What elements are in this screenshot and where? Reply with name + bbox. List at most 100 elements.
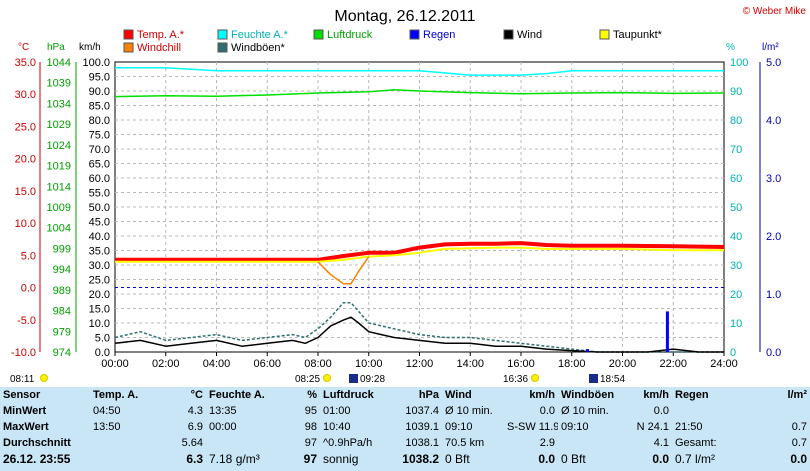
hpa-tick-label: 1009 — [47, 202, 71, 214]
stats-header: km/h — [643, 389, 669, 401]
hpa-tick-label: 974 — [53, 347, 71, 359]
sunset-icon — [531, 374, 539, 382]
kmh-tick-label: 25.0 — [89, 275, 110, 287]
celsius-tick-label: 20.0 — [15, 154, 36, 166]
sun-visible-icon — [323, 374, 331, 382]
percent-tick-label: 90 — [730, 86, 742, 98]
temp-value: 5.64 — [181, 437, 203, 449]
pressure-time: 01:00 — [323, 405, 351, 417]
temp-value: 6.3 — [186, 452, 203, 466]
stats-header: Sensor — [3, 389, 41, 401]
hpa-tick-label: 1024 — [47, 140, 71, 152]
wind-time: 09:10 — [445, 421, 473, 433]
legend-label: Feuchte A.* — [231, 29, 289, 41]
axes: 35.0 30.0 25.0 20.0 15.0 10.0 5.0 0.0 -5.0 -10.0 1… — [11, 57, 781, 370]
series-line-tempa — [115, 241, 725, 262]
wind-value: 0.0 — [539, 405, 555, 417]
hpa-tick-label: 1014 — [47, 181, 71, 193]
chart-title: Montag, 26.12.2011 — [334, 8, 475, 25]
stats-header: km/h — [529, 389, 555, 401]
humidity-time: 13:35 — [209, 405, 237, 417]
hpa-tick-label: 999 — [53, 243, 71, 255]
rain-time: Gesamt: — [675, 437, 717, 449]
kmh-tick-label: 40.0 — [89, 231, 110, 243]
wind-direction: S-SW — [507, 421, 536, 433]
celsius-tick-label: 5.0 — [21, 250, 36, 262]
copyright-label: © Weber Mike — [743, 6, 807, 17]
pressure-time: sonnig — [323, 452, 359, 466]
x-tick-label: 06:00 — [253, 358, 281, 370]
rain-tick-label: 5.0 — [766, 57, 781, 69]
legend-swatch — [217, 42, 228, 53]
hpa-tick-label: 979 — [53, 326, 71, 338]
legend-swatch — [503, 29, 514, 40]
pressure-time: ^0.9hPa/h — [323, 437, 373, 449]
percent-tick-label: 70 — [730, 144, 742, 156]
pressure-time: 10:40 — [323, 421, 351, 433]
gust-value: N 24.1 — [620, 419, 672, 435]
wind-time: Ø 10 min. — [445, 405, 493, 417]
legend-swatch — [599, 29, 610, 40]
row-label: MinWert — [3, 405, 47, 417]
rain-bar — [665, 311, 669, 352]
stats-header: % — [307, 389, 317, 401]
hpa-tick-label: 989 — [53, 285, 71, 297]
rain-time — [672, 403, 752, 419]
hpa-tick-label: 1034 — [47, 98, 71, 110]
row-label: MaxWert — [3, 421, 49, 433]
stats-header: °C — [190, 389, 203, 401]
x-tick-label: 22:00 — [659, 358, 687, 370]
percent-tick-label: 0 — [730, 347, 736, 359]
series-line-windchill — [317, 256, 370, 285]
x-tick-label: 14:00 — [456, 358, 484, 370]
humidity-value: 97 — [303, 452, 317, 466]
rain-time: 0.7 l/m² — [675, 452, 716, 466]
wind-time: 70.5 km — [445, 437, 485, 449]
percent-tick-label: 50 — [730, 202, 742, 214]
stats-row-current: 26.12. 23:55 6.3 7.18 g/m³ 97 sonnig 103… — [0, 451, 810, 467]
temp-time: 13:50 — [93, 421, 121, 433]
statistics-table: Sensor Temp. A. °C Feuchte A. % Luftdruc… — [0, 387, 810, 467]
row-label: Durchschnitt — [3, 437, 71, 449]
rain-value: 0.7 — [791, 421, 807, 433]
unit-kmh: km/h — [79, 42, 101, 53]
unit-percent: % — [726, 42, 735, 53]
kmh-tick-label: 85.0 — [89, 101, 110, 113]
x-tick-label: 16:00 — [507, 358, 535, 370]
kmh-tick-label: 35.0 — [89, 246, 110, 258]
series-line-feuchtea — [115, 67, 724, 76]
statistics-panel: Sensor Temp. A. °C Feuchte A. % Luftdruc… — [0, 387, 810, 471]
gust-value: 0.0 — [652, 452, 669, 466]
rain-bar — [585, 349, 589, 352]
rain-tick-label: 3.0 — [766, 173, 781, 185]
series-line-luftdruck — [114, 89, 725, 98]
legend-label: Windchill — [137, 42, 181, 54]
rain-tick-label: 1.0 — [766, 289, 781, 301]
sun-visible-time: 08:25 — [295, 374, 320, 385]
moonrise-icon — [349, 374, 358, 383]
rain-tick-label: 4.0 — [766, 115, 781, 127]
percent-tick-label: 10 — [730, 318, 742, 330]
humidity-time: 00:00 — [209, 421, 237, 433]
legend-label: Wind — [517, 29, 542, 41]
legend-label: Temp. A.* — [137, 29, 185, 41]
humidity-time: 7.18 g/m³ — [209, 452, 260, 466]
legend-swatch — [313, 29, 324, 40]
rain-tick-label: 0.0 — [766, 347, 781, 359]
kmh-tick-label: 65.0 — [89, 159, 110, 171]
kmh-tick-label: 50.0 — [89, 202, 110, 214]
moon2-icon — [589, 374, 598, 383]
gust-max: 24.1 — [647, 421, 669, 433]
celsius-tick-label: 35.0 — [15, 57, 36, 69]
grid — [115, 62, 724, 352]
unit-hpa: hPa — [47, 42, 65, 53]
series-line-wind — [114, 316, 724, 353]
stats-header: hPa — [418, 389, 439, 401]
hpa-tick-label: 1004 — [47, 223, 71, 235]
kmh-tick-label: 80.0 — [89, 115, 110, 127]
x-tick-label: 12:00 — [406, 358, 434, 370]
humidity-time — [206, 435, 274, 451]
x-tick-label: 08:00 — [304, 358, 332, 370]
percent-tick-label: 80 — [730, 115, 742, 127]
percent-tick-label: 20 — [730, 289, 742, 301]
